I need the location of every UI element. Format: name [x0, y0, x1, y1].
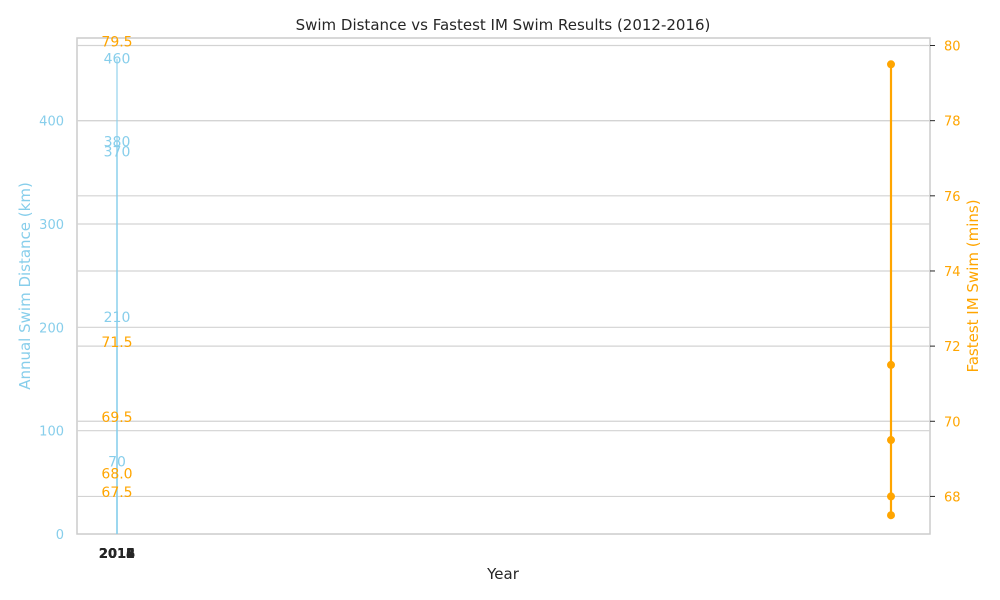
- right-gridlines: [77, 44, 930, 498]
- line-point-2016: [887, 511, 895, 520]
- left-tick-1: 100: [39, 425, 64, 440]
- line-point-2012: [887, 60, 895, 69]
- x-tick-2012: 2012: [99, 547, 135, 562]
- left-tick-2: 200: [39, 321, 64, 336]
- right-tick-6: 80: [944, 40, 961, 55]
- right-tick-4: 76: [944, 190, 961, 205]
- line-data-labels: 79.5 71.5 69.5 68.0 67.5: [101, 34, 132, 501]
- bar-label-2016: 460: [104, 52, 131, 68]
- right-tick-0: 68: [944, 490, 961, 505]
- right-axis-ticks: 68 70 72 74 76 78 80: [930, 40, 961, 505]
- left-axis-title: Annual Swim Distance (km): [16, 182, 34, 390]
- right-tick-5: 78: [944, 115, 961, 130]
- left-tick-0: 0: [56, 528, 64, 543]
- x-tick-2016: 2016: [99, 547, 135, 562]
- bar-2016: [116, 58, 118, 535]
- right-axis-title: Fastest IM Swim (mins): [964, 199, 982, 372]
- line-label-2016: 67.5: [101, 485, 132, 501]
- bar-label-2015: 380: [104, 134, 131, 150]
- x-tick-2015: 2015: [99, 547, 135, 562]
- bar-label-2012: 70: [108, 455, 126, 471]
- x-tick-2013: 2013: [99, 547, 135, 562]
- line-point-2015: [887, 492, 895, 501]
- bar-label-2013: 210: [104, 310, 131, 326]
- line-label-2014: 69.5: [101, 410, 132, 426]
- line-series: [887, 60, 895, 520]
- line-label-2013: 71.5: [101, 335, 132, 351]
- x-tick-2014: 2014: [99, 547, 135, 562]
- line-label-2012: 79.5: [101, 34, 132, 50]
- right-tick-1: 70: [944, 415, 961, 430]
- line-point-2013: [887, 360, 895, 369]
- chart-title: Swim Distance vs Fastest IM Swim Results…: [296, 16, 711, 34]
- x-axis-title: Year: [486, 565, 520, 583]
- bar-series: [116, 58, 118, 535]
- right-tick-2: 72: [944, 340, 961, 355]
- left-axis-ticks: 0 100 200 300 400: [39, 115, 64, 543]
- line-point-2014: [887, 436, 895, 445]
- plot-area: [76, 37, 931, 535]
- left-tick-4: 400: [39, 115, 64, 130]
- line-label-2015: 68.0: [101, 466, 132, 482]
- left-tick-3: 300: [39, 218, 64, 233]
- right-tick-3: 74: [944, 265, 961, 280]
- bar-label-2014: 370: [104, 145, 131, 161]
